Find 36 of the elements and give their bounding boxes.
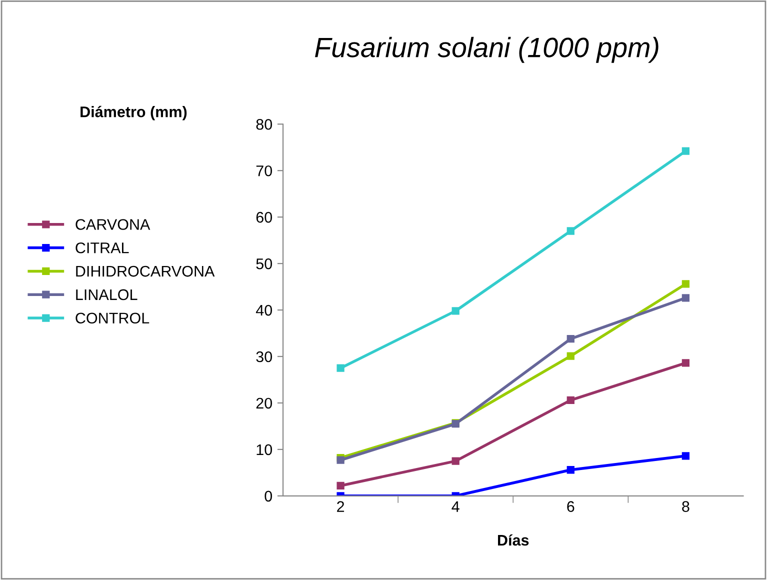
- y-tick-label: 0: [264, 490, 272, 502]
- point: [682, 280, 690, 288]
- point: [566, 396, 574, 404]
- point: [566, 352, 574, 360]
- point: [682, 359, 690, 367]
- y-tick-label: 40: [256, 304, 272, 316]
- point: [566, 466, 574, 474]
- point: [682, 294, 690, 302]
- chart-title: Fusarium solani (1000 ppm): [315, 36, 658, 63]
- x-tick-label: 4: [452, 501, 460, 512]
- x-axis-title: Días: [498, 534, 529, 546]
- point: [336, 456, 344, 464]
- legend-label: CITRAL: [76, 242, 129, 254]
- point: [682, 452, 690, 460]
- x-tick-label: 8: [682, 501, 690, 512]
- point: [566, 335, 574, 343]
- legend-label: CONTROL: [76, 312, 150, 324]
- point: [682, 147, 690, 155]
- legend-label: LINALOL: [76, 289, 138, 300]
- point: [452, 457, 460, 465]
- x-tick-label: 2: [337, 501, 344, 512]
- y-tick-label: 60: [256, 212, 272, 223]
- legend-label: CARVONA: [76, 219, 150, 230]
- y-tick-label: 70: [256, 165, 272, 176]
- y-tick-label: 80: [256, 118, 272, 130]
- x-tick-label: 6: [567, 501, 574, 512]
- y-axis-title: Diámetro (mm): [80, 106, 187, 120]
- legend-label: DIHIDROCARVONA: [76, 266, 215, 277]
- y-tick-label: 10: [256, 444, 272, 456]
- y-tick-label: 30: [256, 351, 272, 362]
- y-tick-label: 20: [256, 398, 272, 409]
- y-tick-label: 50: [256, 258, 272, 270]
- point: [566, 227, 574, 235]
- point: [336, 364, 344, 372]
- point: [452, 307, 460, 315]
- point: [336, 482, 344, 490]
